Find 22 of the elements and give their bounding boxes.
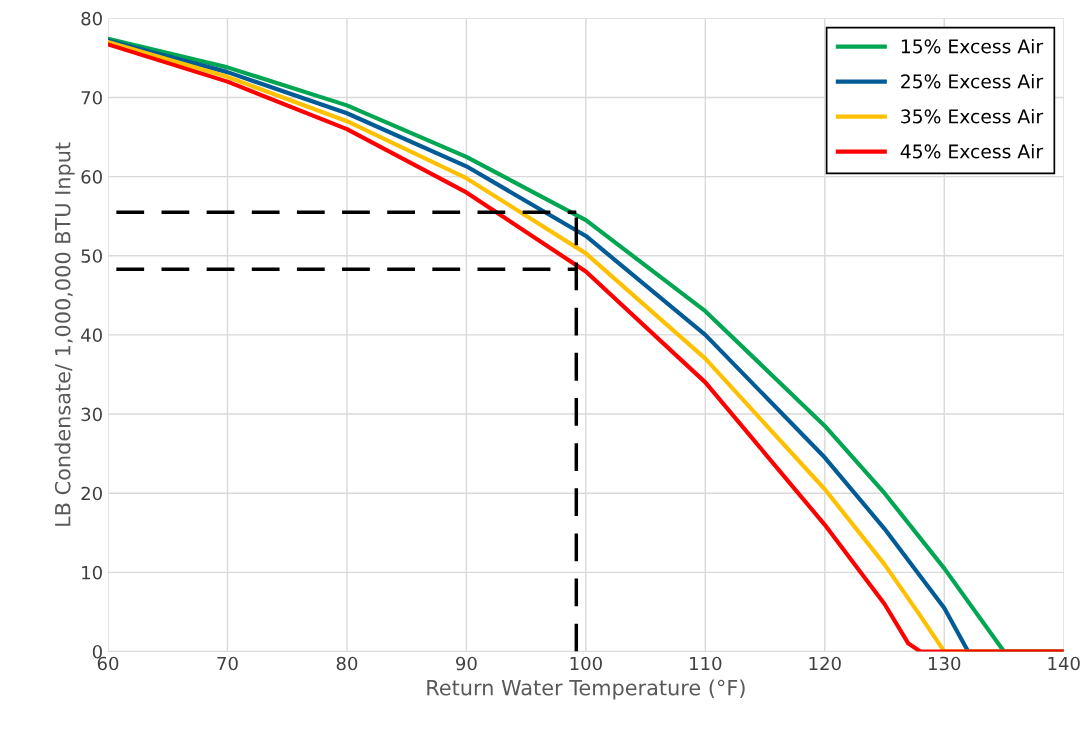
x-axis-title: Return Water Temperature (°F) (427, 679, 745, 700)
legend-label: 35% Excess Air (901, 108, 1044, 124)
y-tick-label: 10 (82, 565, 102, 580)
x-tick-label: 140 (1048, 656, 1080, 671)
legend-label: 15% Excess Air (901, 38, 1044, 54)
y-tick-label: 40 (81, 328, 102, 343)
x-tick-label: 110 (690, 656, 722, 671)
legend-label: 45% Excess Air (900, 143, 1044, 159)
x-tick-label: 80 (336, 656, 358, 671)
legend-label: 25% Excess Air (901, 73, 1044, 89)
y-tick-label: 20 (81, 486, 102, 501)
y-tick-label: 60 (81, 170, 102, 184)
y-tick-label: 50 (81, 249, 102, 263)
y-tick-label: 80 (81, 11, 102, 26)
x-tick-label: 100 (570, 656, 602, 671)
y-tick-label: 30 (81, 407, 102, 422)
y-axis-title: LB Condensate/ 1,000,000 BTU Input (54, 142, 75, 526)
x-tick-label: 70 (217, 656, 238, 671)
y-tick-label: 70 (81, 90, 102, 105)
x-tick-label: 120 (809, 656, 841, 671)
x-tick-label: 90 (456, 656, 477, 671)
x-tick-label: 130 (929, 656, 961, 671)
